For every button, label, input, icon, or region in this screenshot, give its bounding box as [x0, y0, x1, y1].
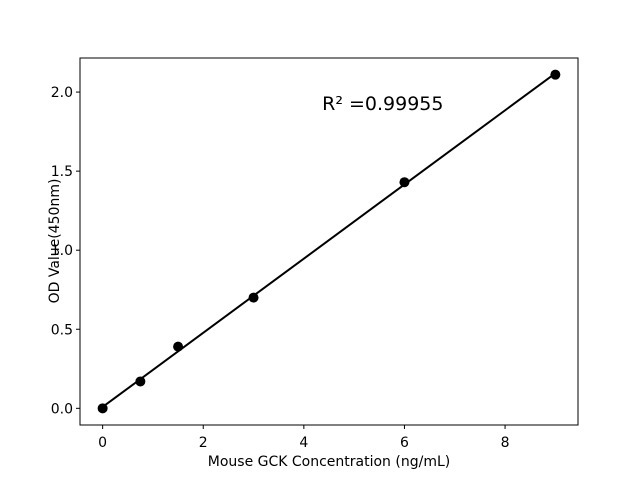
y-axis-label: OD Value(450nm)	[47, 179, 63, 304]
x-tick-label: 4	[299, 435, 308, 451]
x-tick-label: 6	[400, 435, 409, 451]
data-point	[399, 177, 410, 188]
y-tick-label: 1.5	[51, 164, 73, 180]
data-point	[248, 292, 259, 303]
data-point	[135, 376, 146, 387]
y-tick-label: 1.0	[51, 243, 73, 259]
r-squared-annotation: R² =0.99955	[322, 93, 443, 115]
fit-line	[102, 72, 556, 408]
y-tick-label: 0.0	[51, 401, 73, 417]
data-point	[97, 403, 108, 414]
x-axis-label: Mouse GCK Concentration (ng/mL)	[208, 454, 450, 470]
x-tick-label: 2	[199, 435, 208, 451]
y-tick-label: 2.0	[51, 85, 73, 101]
plot-area-border	[79, 57, 579, 426]
data-point	[550, 69, 561, 80]
y-axis-ticks: 0.0 0.5 1.0 1.5 2.0	[51, 85, 80, 417]
plot-series	[97, 69, 561, 414]
x-tick-label: 8	[501, 435, 510, 451]
y-tick-label: 0.5	[51, 322, 73, 338]
data-point	[173, 341, 184, 352]
x-tick-label: 0	[98, 435, 107, 451]
x-axis-ticks: 0 2 4 6 8	[98, 425, 510, 451]
